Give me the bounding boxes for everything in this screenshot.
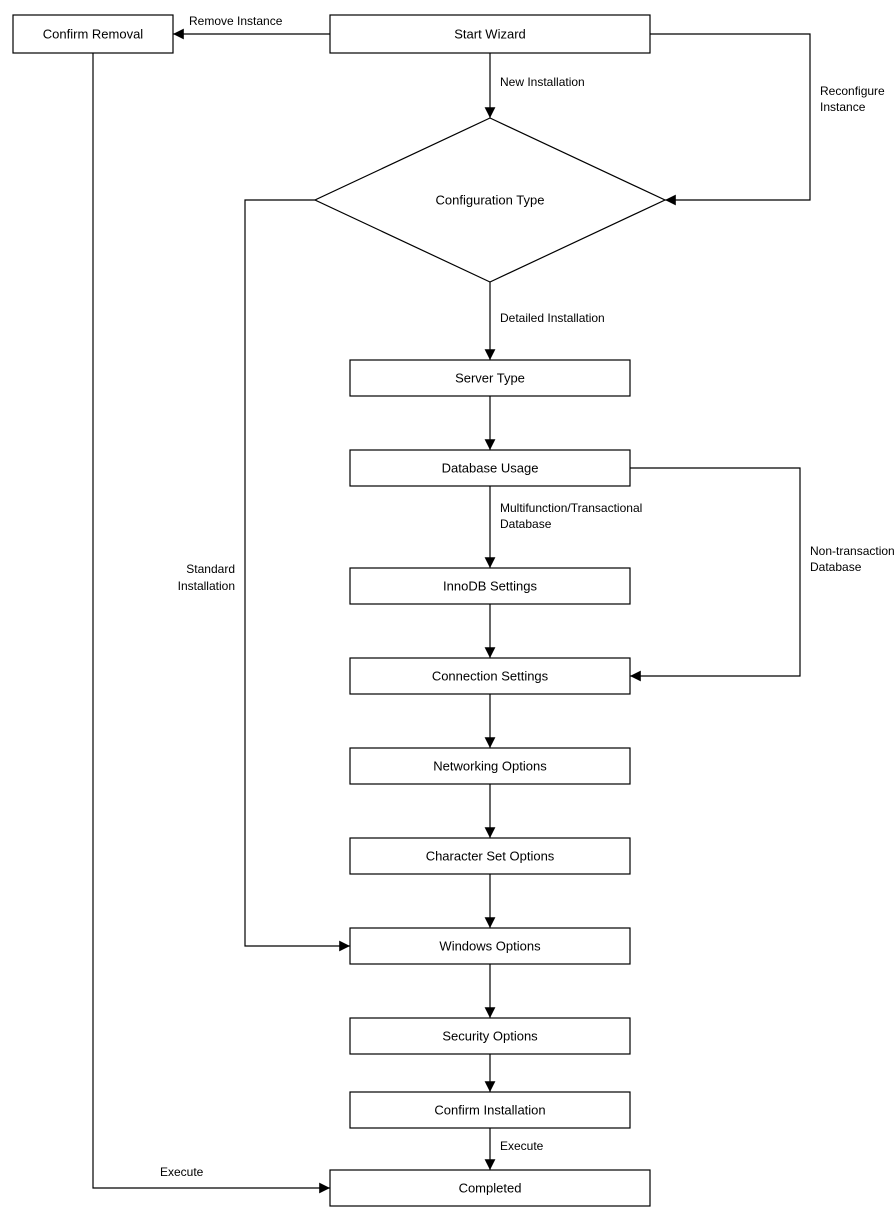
node-label-confirm_inst: Confirm Installation <box>434 1102 545 1117</box>
node-conn: Connection Settings <box>350 658 630 694</box>
node-net: Networking Options <box>350 748 630 784</box>
node-label-net: Networking Options <box>433 758 547 773</box>
node-charset: Character Set Options <box>350 838 630 874</box>
node-innodb: InnoDB Settings <box>350 568 630 604</box>
edge-label-execute_remove: Execute <box>160 1165 204 1179</box>
edge-label2-standard_installation: Installation <box>178 579 235 593</box>
node-label-secopt: Security Options <box>442 1028 538 1043</box>
node-label-winopt: Windows Options <box>439 938 541 953</box>
node-label-start: Start Wizard <box>454 26 526 41</box>
nodes-layer: Start Wizard Confirm Removal Configuration… <box>13 15 665 1206</box>
edge-nontransactional <box>630 468 800 676</box>
edge-label2-nontransactional: Database <box>810 560 862 574</box>
node-label-innodb: InnoDB Settings <box>443 578 537 593</box>
node-label-completed: Completed <box>459 1180 522 1195</box>
flowchart-canvas: Remove Instance New Installation Reconfigu… <box>0 0 894 1208</box>
edge-label-new_installation: New Installation <box>500 75 585 89</box>
node-confirm_rm: Confirm Removal <box>13 15 173 53</box>
node-label-conn: Connection Settings <box>432 668 549 683</box>
edge-label-nontransactional: Non-transactional <box>810 544 894 558</box>
edge-label-remove_instance: Remove Instance <box>189 14 283 28</box>
node-label-server_type: Server Type <box>455 370 525 385</box>
node-server_type: Server Type <box>350 360 630 396</box>
edge-label-multifunction: Multifunction/Transactional <box>500 501 642 515</box>
node-label-config_type: Configuration Type <box>436 192 545 207</box>
edge-execute_remove <box>93 53 330 1188</box>
edge-label2-reconfigure_instance: Instance <box>820 100 866 114</box>
node-winopt: Windows Options <box>350 928 630 964</box>
edge-label-reconfigure_instance: Reconfigure <box>820 84 885 98</box>
node-label-db_usage: Database Usage <box>442 460 539 475</box>
edge-label-standard_installation: Standard <box>186 562 235 576</box>
node-config_type: Configuration Type <box>315 118 665 282</box>
node-confirm_inst: Confirm Installation <box>350 1092 630 1128</box>
edge-standard_installation <box>245 200 350 946</box>
edge-label2-multifunction: Database <box>500 517 552 531</box>
node-secopt: Security Options <box>350 1018 630 1054</box>
edge-reconfigure_instance <box>650 34 810 200</box>
node-label-confirm_rm: Confirm Removal <box>43 26 144 41</box>
node-completed: Completed <box>330 1170 650 1206</box>
edge-label-detailed_installation: Detailed Installation <box>500 311 605 325</box>
edge-label-execute_main: Execute <box>500 1139 544 1153</box>
node-start: Start Wizard <box>330 15 650 53</box>
node-db_usage: Database Usage <box>350 450 630 486</box>
node-label-charset: Character Set Options <box>426 848 555 863</box>
